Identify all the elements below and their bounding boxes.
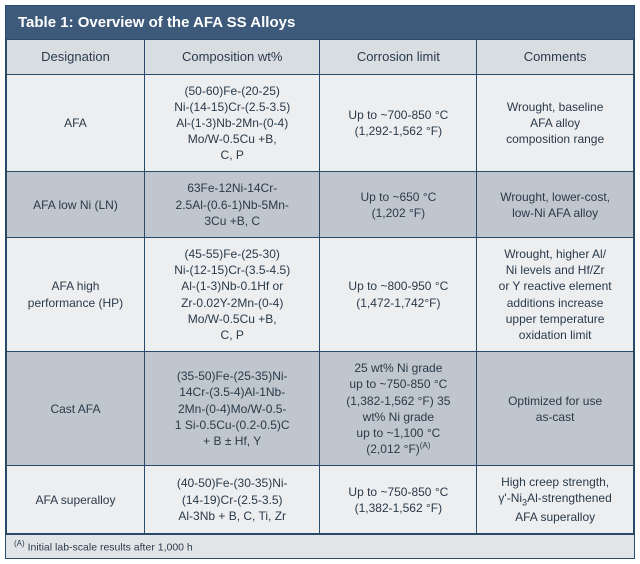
cell-composition: (45-55)Fe-(25-30)Ni-(12-15)Cr-(3.5-4.5)A… <box>144 238 320 352</box>
afa-table: Table 1: Overview of the AFA SS Alloys D… <box>5 5 635 559</box>
cell-comments: High creep strength,γ'-Ni3Al-strengthene… <box>477 466 634 534</box>
cell-designation: AFA superalloy <box>7 466 145 534</box>
col-designation: Designation <box>7 40 145 75</box>
cell-corrosion: Up to ~800-950 °C(1,472-1,742°F) <box>320 238 477 352</box>
cell-composition: 63Fe-12Ni-14Cr-2.5Al-(0.6-1)Nb-5Mn-3Cu +… <box>144 172 320 238</box>
cell-composition: (50-60)Fe-(20-25)Ni-(14-15)Cr-(2.5-3.5)A… <box>144 74 320 172</box>
cell-designation: AFA highperformance (HP) <box>7 238 145 352</box>
cell-comments: Optimized for useas-cast <box>477 352 634 466</box>
cell-composition: (35-50)Fe-(25-35)Ni-14Cr-(3.5-4)Al-1Nb-2… <box>144 352 320 466</box>
table-row: Cast AFA(35-50)Fe-(25-35)Ni-14Cr-(3.5-4)… <box>7 352 634 466</box>
table-title: Table 1: Overview of the AFA SS Alloys <box>6 6 634 39</box>
cell-corrosion: Up to ~650 °C(1,202 °F) <box>320 172 477 238</box>
cell-designation: AFA <box>7 74 145 172</box>
cell-corrosion: Up to ~700-850 °C(1,292-1,562 °F) <box>320 74 477 172</box>
header-row: Designation Composition wt% Corrosion li… <box>7 40 634 75</box>
table-row: AFA(50-60)Fe-(20-25)Ni-(14-15)Cr-(2.5-3.… <box>7 74 634 172</box>
cell-corrosion: 25 wt% Ni gradeup to ~750-850 °C(1,382-1… <box>320 352 477 466</box>
cell-corrosion: Up to ~750-850 °C(1,382-1,562 °F) <box>320 466 477 534</box>
cell-composition: (40-50)Fe-(30-35)Ni-(14-19)Cr-(2.5-3.5)A… <box>144 466 320 534</box>
col-composition: Composition wt% <box>144 40 320 75</box>
cell-designation: AFA low Ni (LN) <box>7 172 145 238</box>
table-row: AFA highperformance (HP)(45-55)Fe-(25-30… <box>7 238 634 352</box>
alloy-table: Designation Composition wt% Corrosion li… <box>6 39 634 534</box>
table-row: AFA low Ni (LN)63Fe-12Ni-14Cr-2.5Al-(0.6… <box>7 172 634 238</box>
table-row: AFA superalloy(40-50)Fe-(30-35)Ni-(14-19… <box>7 466 634 534</box>
cell-designation: Cast AFA <box>7 352 145 466</box>
table-footnote: (A) Initial lab-scale results after 1,00… <box>6 534 634 558</box>
col-comments: Comments <box>477 40 634 75</box>
col-corrosion: Corrosion limit <box>320 40 477 75</box>
cell-comments: Wrought, baselineAFA alloycomposition ra… <box>477 74 634 172</box>
cell-comments: Wrought, lower-cost,low-Ni AFA alloy <box>477 172 634 238</box>
cell-comments: Wrought, higher Al/Ni levels and Hf/Zror… <box>477 238 634 352</box>
